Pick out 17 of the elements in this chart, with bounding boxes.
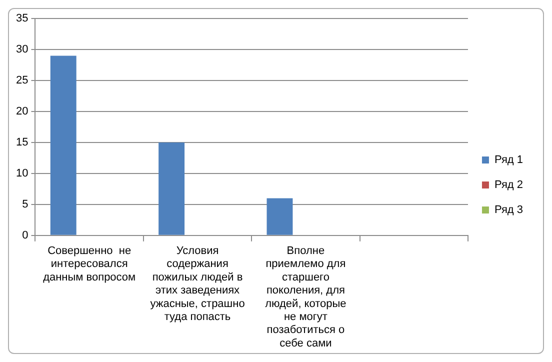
- bar: [50, 56, 76, 235]
- bar: [158, 142, 185, 235]
- legend-label: Ряд 1: [494, 154, 524, 166]
- y-tick-label: 30: [16, 44, 28, 56]
- y-tick-label: 0: [22, 229, 28, 242]
- y-tick-label: 10: [16, 167, 28, 180]
- y-tick-label: 20: [16, 106, 28, 118]
- y-tick-label: 15: [16, 136, 28, 149]
- y-tick-label: 25: [16, 74, 28, 87]
- legend-label: Ряд 2: [494, 179, 524, 192]
- x-tick-label: Совершенно не интересовался данным вопросом: [43, 245, 136, 284]
- x-tick-label: Вполне приемлемо для старшего поколения, для людей, которые не могут позаботиться о себе сами: [265, 245, 346, 350]
- y-tick-label: 35: [16, 12, 28, 25]
- y-tick-label: 5: [22, 198, 28, 210]
- legend-label: Ряд 3: [494, 204, 524, 216]
- x-tick-label: Условия содержания пожилых людей в этих заведениях ужасные, страшно туда попасть: [150, 245, 245, 324]
- bar: [266, 198, 293, 235]
